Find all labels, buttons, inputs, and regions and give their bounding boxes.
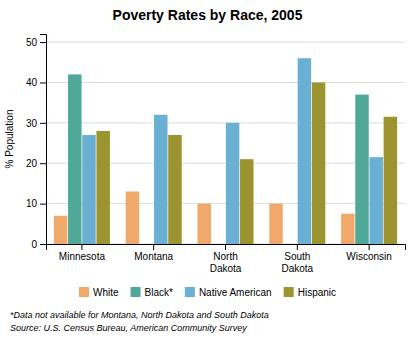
legend-item: Black* bbox=[131, 287, 173, 298]
legend-label: White bbox=[93, 287, 119, 298]
x-tick-mark bbox=[225, 244, 226, 250]
x-tick-label: Minnesota bbox=[59, 251, 106, 262]
legend-swatch bbox=[79, 287, 89, 297]
x-tick: NorthDakota bbox=[210, 244, 242, 274]
bar-series bbox=[68, 74, 369, 244]
bar bbox=[197, 204, 210, 244]
bar bbox=[355, 95, 368, 244]
x-tick-label-line: South bbox=[284, 251, 310, 262]
bar bbox=[269, 204, 282, 244]
y-tick-mark bbox=[40, 244, 46, 245]
legend-swatch bbox=[131, 287, 141, 297]
bar bbox=[82, 135, 95, 244]
x-tick: Wisconsin bbox=[346, 244, 392, 262]
bar bbox=[369, 157, 382, 244]
legend-label: Hispanic bbox=[298, 287, 336, 298]
x-tick-mark bbox=[369, 244, 370, 250]
x-tick: Minnesota bbox=[59, 244, 106, 262]
y-tick: 40 bbox=[26, 77, 46, 88]
legend-swatch bbox=[185, 287, 195, 297]
legend-item: Native American bbox=[185, 287, 272, 298]
bar bbox=[312, 82, 325, 244]
x-axis-line bbox=[47, 245, 406, 251]
x-tick-label-line: Montana bbox=[134, 251, 173, 262]
bar bbox=[168, 135, 181, 244]
x-tick-label: NorthDakota bbox=[210, 251, 242, 274]
y-tick: 10 bbox=[26, 198, 46, 209]
x-tick-label-line: North bbox=[213, 251, 237, 262]
plot-area: 01020304050MinnesotaMontanaNorthDakotaSo… bbox=[26, 35, 406, 274]
y-tick: 50 bbox=[26, 37, 46, 48]
chart: Poverty Rates by Race, 2005 0 10 20 30 40 50 Mi… bbox=[0, 0, 415, 344]
legend-item: White bbox=[79, 287, 119, 298]
y-tick-mark bbox=[40, 82, 46, 83]
legend-swatch bbox=[284, 287, 294, 297]
footnote: *Data not available for Montana, North D… bbox=[10, 310, 269, 320]
title: Poverty Rates by Race, 2005 bbox=[113, 7, 303, 23]
bar bbox=[126, 192, 139, 245]
y-tick-mark bbox=[40, 163, 46, 164]
grid-line bbox=[46, 42, 405, 43]
x-tick-label-line: Dakota bbox=[210, 263, 242, 274]
x-tick-label: Wisconsin bbox=[346, 251, 392, 262]
x-tick-mark bbox=[153, 244, 154, 250]
y-tick-label: 30 bbox=[26, 118, 38, 129]
x-tick-label-line: Dakota bbox=[281, 263, 313, 274]
x-tick-label: SouthDakota bbox=[281, 251, 313, 274]
y-tick-label: 40 bbox=[26, 77, 38, 88]
grid-line bbox=[46, 82, 405, 83]
y-tick: 30 bbox=[26, 118, 46, 129]
y-tick-label: 0 bbox=[31, 239, 37, 250]
bar bbox=[154, 115, 167, 244]
bar-series bbox=[96, 82, 397, 244]
y-tick-label: 10 bbox=[26, 198, 38, 209]
footnote: Source: U.S. Census Bureau, American Com… bbox=[10, 323, 247, 333]
y-tick-mark bbox=[40, 204, 46, 205]
y-axis: 0 10 20 30 40 50 bbox=[26, 35, 47, 250]
legend-item: Hispanic bbox=[284, 287, 336, 298]
y-axis-line bbox=[40, 35, 47, 245]
y-tick-mark bbox=[40, 42, 46, 43]
bar bbox=[341, 214, 354, 244]
y-tick: 20 bbox=[26, 158, 46, 169]
bar bbox=[54, 216, 67, 244]
grid bbox=[46, 42, 405, 244]
bar bbox=[384, 117, 397, 244]
grid-line bbox=[46, 122, 405, 123]
x-tick: Montana bbox=[134, 244, 173, 262]
bar-series bbox=[82, 58, 383, 244]
y-tick: 0 bbox=[31, 239, 46, 250]
y-axis-title: % Population bbox=[4, 110, 15, 169]
x-tick-label-line: Wisconsin bbox=[346, 251, 392, 262]
x-tick-mark bbox=[81, 244, 82, 250]
x-axis: MinnesotaMontanaNorthDakotaSouthDakotaWi… bbox=[47, 244, 406, 274]
x-tick-mark bbox=[297, 244, 298, 250]
bar bbox=[68, 74, 81, 244]
y-tick-label: 20 bbox=[26, 158, 38, 169]
y-tick-mark bbox=[40, 123, 46, 124]
bar bbox=[96, 131, 109, 244]
y-tick-label: 50 bbox=[26, 37, 38, 48]
legend-label: Black* bbox=[145, 287, 173, 298]
legend: White Black* Native American Hispanic bbox=[79, 287, 336, 298]
bar bbox=[240, 159, 253, 244]
bar bbox=[298, 58, 311, 244]
legend-label: Native American bbox=[199, 287, 272, 298]
x-tick-label: Montana bbox=[134, 251, 173, 262]
bars bbox=[54, 58, 397, 244]
bar bbox=[226, 123, 239, 244]
x-tick: SouthDakota bbox=[281, 244, 313, 274]
x-tick-label-line: Minnesota bbox=[59, 251, 106, 262]
